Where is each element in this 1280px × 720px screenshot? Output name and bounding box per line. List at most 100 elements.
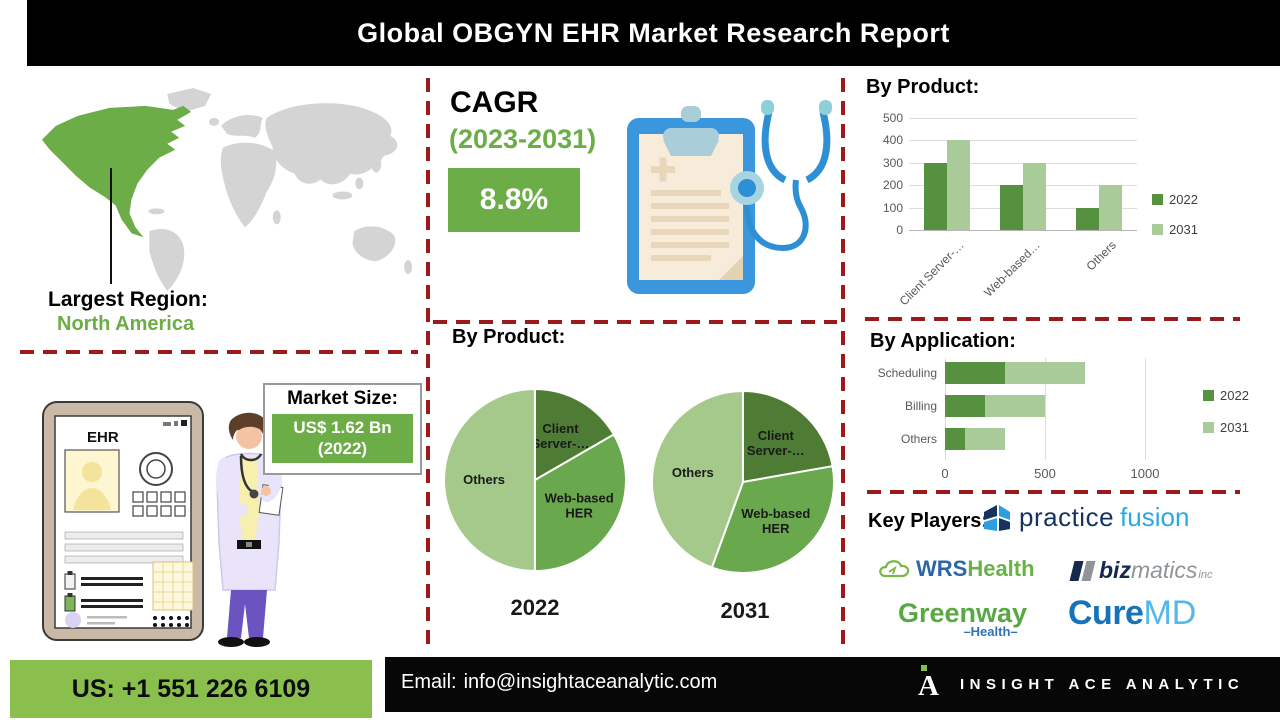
y-axis-tick: 0	[896, 223, 903, 237]
email-label: Email:	[401, 671, 457, 693]
cagr-value-chip: 8.8%	[448, 168, 580, 232]
dot-grid	[153, 616, 189, 627]
pie-year-2031: 2031	[720, 598, 770, 623]
record-icon	[139, 452, 173, 486]
bar-segment-2022	[945, 362, 1005, 384]
pie-slice	[651, 389, 744, 569]
pie-slice	[443, 387, 536, 573]
footer-phone-box: US: +1 551 226 6109	[10, 660, 372, 718]
key-players-label: Key Players:	[868, 510, 989, 532]
continent-australia	[352, 226, 396, 262]
largest-region-value: North America	[57, 313, 195, 335]
footer-bar: Email: info@insightaceanalytic.com A INSI…	[385, 657, 1280, 712]
gridline	[1045, 358, 1046, 460]
bizmatics-word3: inc	[1198, 569, 1213, 581]
chart-table	[152, 561, 194, 611]
market-size-card: Market Size: US$ 1.62 Bn (2022)	[263, 383, 422, 475]
pie-chart-2031: Client Server-… Web-based HER Others	[648, 387, 838, 577]
x-axis-tick: 1000	[1130, 466, 1160, 481]
legend-label: 2031	[1220, 420, 1249, 435]
gridline	[909, 140, 1137, 142]
bar-2031	[1023, 162, 1046, 230]
divider-right-2	[867, 490, 1240, 494]
continent-africa	[220, 142, 277, 228]
practice-fusion-word1: practice	[1019, 502, 1115, 532]
island-philippines	[355, 177, 364, 190]
brand-name: INSIGHT ACE ANALYTIC	[960, 676, 1245, 693]
brand-letter: A	[918, 670, 939, 702]
logo-wrs-health: WRS Health	[876, 556, 1035, 582]
pie-slice-label: Web-based HER	[741, 506, 810, 536]
product-pie-2031-svg: Client Server-… Web-based HER Others	[651, 389, 835, 574]
logo-curemd: Cure MD	[1068, 594, 1196, 633]
category-label: Scheduling	[877, 366, 937, 380]
continent-south-america	[149, 228, 185, 291]
pie-slice-label: Web-based HER	[545, 490, 614, 520]
bar-2022	[1076, 207, 1099, 230]
wrs-cloud-icon	[879, 560, 910, 578]
bar-segment-2022	[945, 428, 965, 450]
legend-item-2031: 2031	[1203, 420, 1249, 435]
page-title: Global OBGYN EHR Market Research Report	[357, 18, 950, 48]
continent-asia	[265, 103, 398, 185]
divider-vertical-left	[426, 78, 430, 650]
bar-2022	[924, 162, 947, 230]
market-size-label: Market Size:	[287, 388, 398, 409]
island-uk	[209, 117, 220, 126]
curemd-word2: MD	[1143, 594, 1197, 632]
logo-bizmatics: biz matics inc	[1069, 557, 1213, 584]
paper-lines	[651, 190, 729, 261]
divider-right-1	[865, 317, 1240, 321]
y-axis-tick: 400	[882, 133, 903, 148]
pie-slice-label: Others	[672, 465, 714, 480]
legend-item-2031: 2031	[1152, 222, 1198, 237]
legend-swatch	[1152, 194, 1163, 205]
doctor-illustration: EHR	[42, 401, 299, 647]
pie-year-2022: 2022	[510, 595, 560, 620]
market-size-line1: US$ 1.62 Bn	[293, 418, 392, 437]
product-pie-2022-svg: Client Server-… Web-based HER Others	[443, 387, 627, 573]
bar-segment-2031	[1005, 362, 1085, 384]
cagr-label: CAGR	[450, 86, 539, 119]
y-axis-tick: 300	[882, 155, 903, 170]
island-new-zealand	[404, 260, 413, 275]
legend-swatch	[1203, 390, 1214, 401]
bar-2031	[947, 140, 970, 230]
bar-segment-2031	[985, 395, 1045, 417]
brand-green-dot	[921, 665, 927, 671]
legend-item-2022: 2022	[1152, 192, 1198, 207]
continent-europe	[221, 115, 263, 138]
divider-left	[20, 350, 418, 354]
application-section-title: By Application:	[870, 330, 1016, 352]
title-banner: Global OBGYN EHR Market Research Report	[27, 0, 1280, 66]
curemd-word1: Cure	[1068, 594, 1144, 632]
x-axis-tick: 500	[1034, 466, 1056, 481]
logo-practice-fusion: practice fusion	[982, 502, 1189, 533]
email-address: info@insightaceanalytic.com	[463, 671, 718, 693]
legend-label: 2022	[1169, 192, 1198, 207]
text-lines	[64, 531, 184, 564]
divider-middle	[433, 320, 837, 324]
y-axis-tick: 500	[882, 111, 903, 125]
gridline	[909, 118, 1137, 119]
bizmatics-word1: biz	[1099, 557, 1131, 583]
pie-slice-label: Others	[463, 472, 505, 487]
wrs-word2: Health	[967, 556, 1035, 581]
island-indonesia	[332, 191, 353, 200]
pie-slice	[534, 433, 627, 573]
legend-swatch	[1203, 422, 1214, 433]
divider-vertical-right	[841, 78, 845, 650]
legend-label: 2031	[1169, 222, 1198, 237]
paper-plus-icon	[651, 157, 675, 182]
bar-segment-2031	[965, 428, 1005, 450]
pie-slice	[742, 389, 834, 484]
app-grid-icons	[132, 491, 186, 517]
continent-north-america	[41, 105, 192, 238]
legend-label: 2022	[1220, 388, 1249, 403]
x-axis-tick: 0	[941, 466, 949, 481]
wrs-word1: WRS	[916, 556, 968, 581]
y-axis-tick: 100	[882, 200, 903, 215]
region-pointer-line	[110, 168, 112, 284]
phone-number: US: +1 551 226 6109	[71, 675, 311, 703]
gridline	[1145, 358, 1146, 460]
